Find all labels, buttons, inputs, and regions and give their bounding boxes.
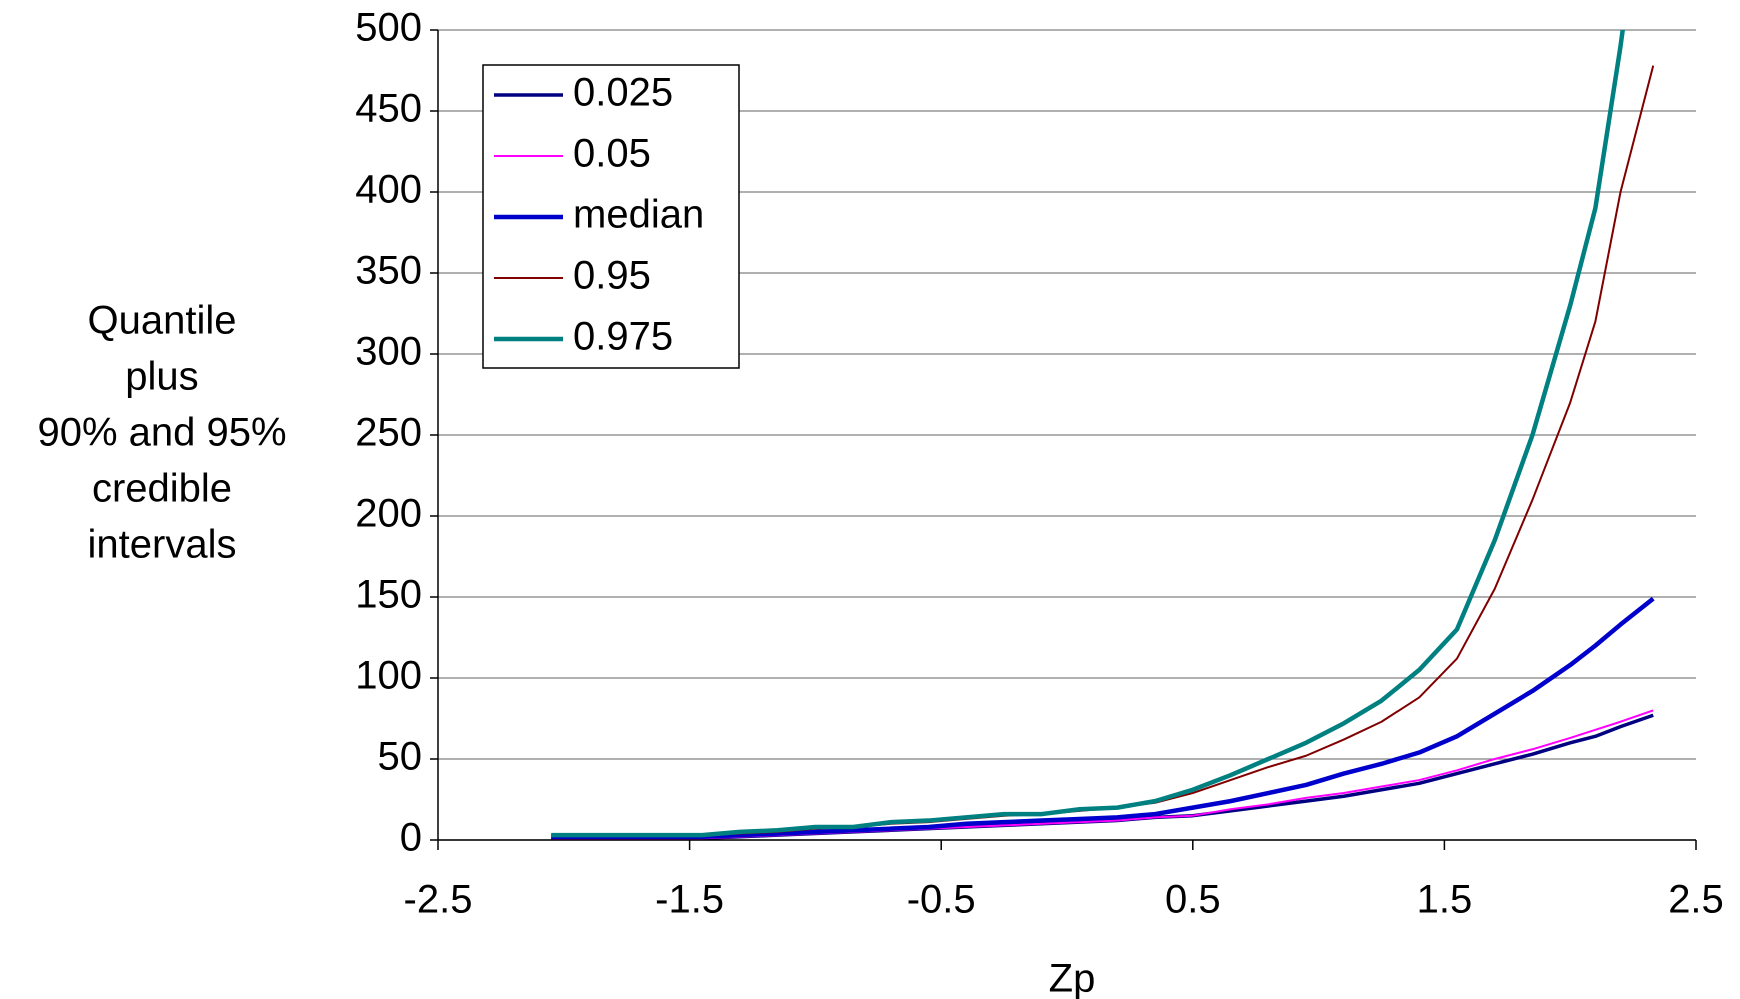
- y-tick-label: 100: [355, 654, 422, 698]
- x-axis-label: Zp: [1049, 957, 1096, 999]
- x-tick-label: -1.5: [655, 878, 724, 922]
- legend-label: 0.975: [573, 315, 673, 359]
- x-tick-label: 1.5: [1417, 878, 1473, 922]
- y-axis-label: 90% and 95%: [37, 411, 286, 455]
- x-tick-label: 0.5: [1165, 878, 1221, 922]
- legend-label: 0.95: [573, 254, 651, 298]
- series-line: [551, 30, 1625, 838]
- y-axis-label: plus: [125, 355, 198, 399]
- legend-label: 0.025: [573, 71, 673, 115]
- y-tick-label: 500: [355, 6, 422, 50]
- x-tick-label: 2.5: [1668, 878, 1724, 922]
- plot-lines: [551, 30, 1655, 840]
- y-axis-label: Quantile: [88, 299, 237, 343]
- series-line: [551, 596, 1655, 840]
- y-axis-label: credible: [92, 467, 232, 511]
- y-tick-label: 450: [355, 87, 422, 131]
- y-tick-label: 50: [378, 735, 423, 779]
- y-tick-label: 250: [355, 411, 422, 455]
- x-tick-label: -0.5: [907, 878, 976, 922]
- y-tick-label: 400: [355, 168, 422, 212]
- y-axis-label: intervals: [88, 523, 237, 567]
- y-tick-label: 0: [400, 816, 422, 860]
- y-tick-label: 200: [355, 492, 422, 536]
- axes: 0 50 100 150 200 250 300 350 400 450 500 -2.5 -1.5 -0…: [355, 6, 1724, 922]
- legend-label: 0.05: [573, 132, 651, 176]
- y-tick-label: 300: [355, 330, 422, 374]
- y-tick-label: 150: [355, 573, 422, 617]
- legend: 0.025 0.05 median 0.95 0.975: [482, 64, 740, 369]
- x-tick-label: -2.5: [404, 878, 473, 922]
- legend-label: median: [573, 193, 704, 237]
- y-tick-label: 350: [355, 249, 422, 293]
